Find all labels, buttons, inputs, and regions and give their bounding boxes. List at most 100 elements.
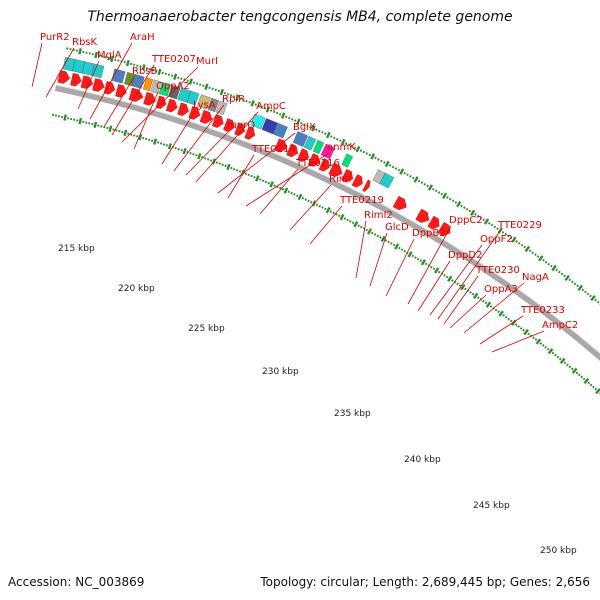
position-dot-47 [189,151,192,155]
gene-label-23: TTE0229 [497,220,542,231]
position-dot-395 [538,255,544,262]
position-dot-281 [208,86,211,90]
position-dot-375 [483,218,490,225]
cog-block-23 [320,143,336,160]
position-dot-183 [556,355,560,359]
cds-arrow-17 [244,126,256,140]
position-dot-139 [445,275,449,279]
position-dot-176 [539,342,543,345]
cds-arrow-24 [341,168,353,183]
position-dot-184 [558,357,562,361]
gene-label-2: RbsK [72,37,98,48]
cds-arrow-25 [351,174,363,188]
position-dot-258 [136,64,139,67]
position-dot-181 [551,351,555,355]
position-dot-382 [504,232,508,236]
cog-block-5 [111,68,126,84]
position-dot-110 [367,228,372,235]
cds-arrow-13 [199,109,213,124]
leader-line-16 [259,168,299,215]
position-dot-256 [129,62,133,66]
position-dot-57 [218,162,221,165]
position-dot-71 [258,178,262,181]
position-dot-407 [571,280,574,284]
position-dot-282 [211,87,214,91]
position-dot-173 [532,336,535,340]
position-dot-401 [555,268,558,272]
position-dot-54 [209,159,213,162]
position-dot-405 [564,274,570,282]
position-dot-311 [300,121,303,125]
position-dot-376 [487,221,491,225]
position-dot-143 [456,282,459,286]
position-dot-180 [547,348,554,355]
position-dot-271 [177,76,180,79]
cds-arrow-29 [427,215,440,230]
leader-line-1 [31,42,43,88]
position-dot-403 [560,272,564,276]
cds-arrow-10 [165,98,178,113]
position-dot-116 [384,239,388,242]
gene-label-26: TTE0230 [475,265,520,276]
position-dot-348 [409,174,412,178]
position-dot-415 [590,294,596,302]
position-dot-364 [454,201,458,204]
leader-line-8 [133,91,159,150]
cog-block-24 [341,153,353,168]
gene-label-13: BglX [293,122,316,133]
position-dot-99 [337,214,341,218]
position-dot-317 [318,129,321,133]
position-dot-81 [287,190,290,194]
kbp-label-6: 240 kbp [404,455,441,465]
gene-label-15: anmK [327,142,356,153]
position-dot-262 [148,67,152,71]
position-dot-51 [201,156,204,159]
position-dot-274 [186,79,189,82]
position-dot-406 [568,278,572,282]
position-dot-397 [544,260,548,264]
position-dot-115 [380,235,386,243]
position-dot-314 [309,125,312,129]
position-dot-66 [244,172,248,175]
cds-arrow-20 [297,148,309,162]
position-dot-196 [587,381,591,385]
gene-label-9: LysA [193,100,216,111]
position-dot-260 [141,64,146,71]
position-dot-398 [547,262,551,266]
position-dot-322 [333,136,336,140]
position-dot-155 [485,301,492,308]
leader-line-28 [449,294,487,329]
gene-label-20: GlcD [385,222,409,233]
gene-label-1: PurR2 [40,32,70,43]
position-dot-333 [365,152,369,155]
cds-arrow-22 [318,158,330,172]
position-dot-371 [474,213,477,216]
gene-label-22: DppC2 [449,215,483,226]
cds-arrow-11 [177,102,189,116]
genome-stats-text: Topology: circular; Length: 2,689,445 bp… [260,575,590,589]
position-dot-390 [524,245,531,253]
position-dot-417 [596,300,600,304]
position-dot-283 [214,88,217,92]
position-dot-326 [344,142,348,145]
position-dot-166 [514,323,518,326]
position-dot-156 [489,305,493,308]
position-dot-70 [255,175,260,182]
position-dot-325 [340,138,346,146]
position-dot-72 [261,179,265,183]
cog-block-14 [197,94,211,110]
position-dot-34 [150,139,154,142]
position-dot-373 [479,216,483,220]
position-dot-387 [517,242,521,245]
position-dot-347 [406,173,409,177]
position-dot-346 [403,171,406,175]
position-dot-354 [426,184,429,188]
leader-line-27 [463,282,525,334]
position-dot-169 [522,328,525,332]
position-dot-79 [281,188,285,191]
cds-arrow-3 [80,75,94,89]
position-dot-50 [197,153,202,160]
position-dot-63 [235,169,239,172]
position-dot-341 [388,164,392,167]
